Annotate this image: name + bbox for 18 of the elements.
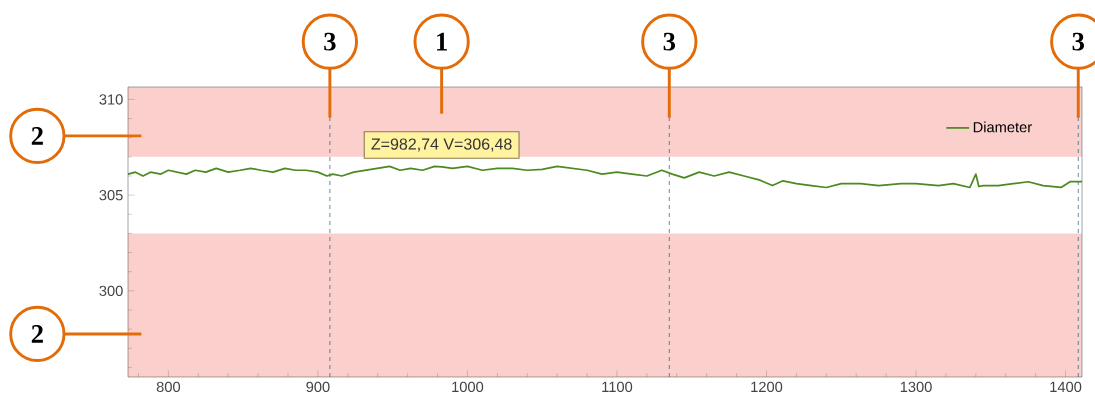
annotation: Z=982,74 V=306,48 [371, 138, 512, 152]
annotation: 3 [324, 32, 336, 51]
x-tick-label: 1300 [900, 381, 932, 393]
y-tick-label: 300 [99, 285, 123, 297]
x-tick-label: 1200 [751, 381, 783, 393]
y-tick-label: 310 [99, 94, 123, 105]
legend-label: Diameter [973, 121, 1032, 133]
x-tick-label: 800 [156, 381, 181, 393]
annotation: 3 [663, 32, 676, 51]
y-tick-label: 305 [99, 189, 123, 201]
annotation: 3 [1072, 32, 1085, 51]
x-tick-label: 1000 [452, 381, 484, 393]
text: 2 [31, 127, 43, 145]
x-tick-label: 1400 [1050, 381, 1082, 393]
text: 2 [31, 325, 43, 343]
text: 1 [437, 32, 447, 51]
x-tick-label: 1100 [602, 381, 633, 393]
x-tick-label: 900 [306, 381, 330, 393]
